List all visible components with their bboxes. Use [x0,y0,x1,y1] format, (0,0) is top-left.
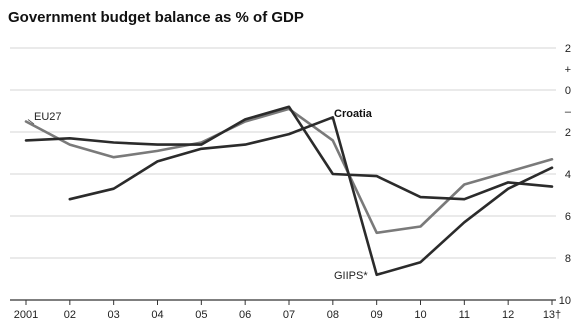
series-line-giips [68,116,554,277]
gridlines [10,47,556,301]
y-axis-ticks: 2 0 2 4 6 8 10 + – [559,43,572,307]
leader-line-eu27 [27,119,35,125]
y-tick-label: 2 [565,43,571,55]
y-tick-label: 10 [559,295,571,307]
chart-title: Government budget balance as % of GDP [8,9,304,26]
x-tick-label: 2001 [14,309,38,321]
x-tick-label: 07 [283,309,295,321]
series-label-croatia: Croatia [334,108,373,120]
series-label-eu27: EU27 [34,111,62,123]
y-tick-label: 2 [565,127,571,139]
y-plus-sign: + [565,64,571,76]
x-tick-label: 13† [543,309,561,321]
x-tick-label: 02 [64,309,76,321]
x-tick-label: 11 [459,309,470,321]
y-tick-label: 0 [565,85,571,97]
series-label-giips: GIIPS* [334,270,368,282]
y-tick-label: 6 [565,211,571,223]
x-tick-label: 05 [195,309,207,321]
series-line-croatia [24,105,554,201]
y-tick-label: 8 [565,253,571,265]
y-minus-sign: – [565,106,572,118]
x-tick-label: 10 [414,309,426,321]
x-axis-ticks: 2001 02 03 04 05 06 07 08 09 10 11 12 13† [14,300,561,321]
y-tick-label: 4 [565,169,571,181]
x-tick-label: 08 [327,309,339,321]
x-tick-label: 06 [239,309,251,321]
series-lines [24,105,554,277]
x-tick-label: 04 [151,309,163,321]
x-tick-label: 09 [371,309,383,321]
x-tick-label: 03 [108,309,120,321]
x-tick-label: 12 [502,309,514,321]
series-labels: EU27 Croatia GIIPS* [27,108,373,282]
